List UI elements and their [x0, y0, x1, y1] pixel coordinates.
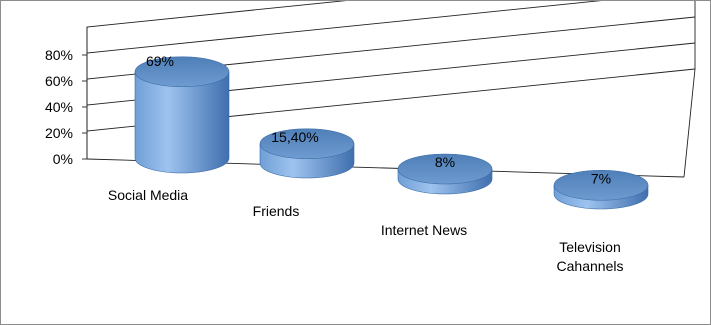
bar-top: [134, 56, 230, 88]
bar-top: [553, 169, 649, 201]
floor-right-edge: [683, 68, 696, 178]
bar: [134, 71, 230, 174]
data-label: 8%: [435, 154, 455, 170]
category-label: Cahannels: [557, 258, 624, 274]
y-tick-label: 0%: [53, 151, 73, 167]
data-labels: 69% 15,40% 8% 7%: [146, 53, 611, 187]
category-labels: Social Media Friends Internet News Televisi…: [108, 187, 624, 274]
y-axis-ticks: 0% 20% 40% 60% 80%: [45, 47, 87, 167]
bar-top: [259, 128, 355, 160]
data-label: 7%: [591, 170, 611, 186]
category-label: Internet News: [381, 222, 467, 238]
data-label: 15,40%: [271, 129, 318, 145]
y-tick-label: 80%: [45, 47, 73, 63]
bar-top: [397, 153, 493, 185]
y-tick-label: 60%: [45, 73, 73, 89]
category-label: Social Media: [108, 187, 188, 203]
bars: [134, 56, 649, 210]
gridline: [86, 1, 347, 55]
y-tick-label: 40%: [45, 99, 73, 115]
data-label: 69%: [146, 53, 174, 69]
y-tick-label: 20%: [45, 125, 73, 141]
category-label: Television: [559, 239, 620, 255]
category-label: Friends: [253, 203, 300, 219]
